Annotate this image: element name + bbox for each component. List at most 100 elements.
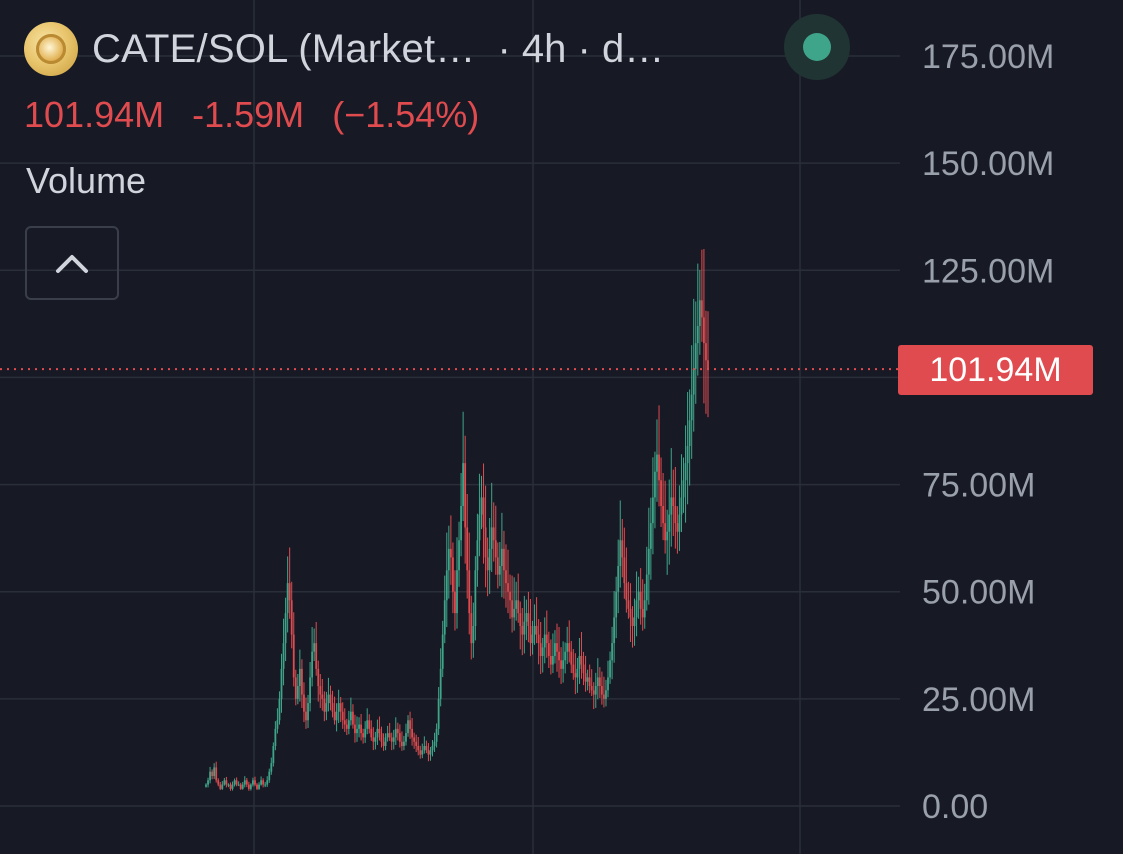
candle-down	[621, 540, 624, 558]
candle-up	[533, 626, 536, 635]
candle-up	[682, 480, 685, 498]
candle-down	[600, 686, 603, 695]
candle-up	[586, 677, 589, 682]
y-axis-tick-label: 75.00M	[922, 467, 1035, 505]
candle-up	[596, 677, 599, 686]
candle-up	[376, 728, 379, 738]
candle-down	[590, 686, 593, 691]
candle-up	[637, 591, 640, 601]
candle-down	[427, 750, 430, 755]
symbol-row[interactable]: CATE/SOL (Market… · 4h · d…	[24, 18, 904, 80]
candle-down	[592, 690, 595, 695]
candle-up	[358, 724, 360, 729]
candle-up	[564, 651, 567, 661]
candle-down	[409, 720, 411, 729]
candle-up	[643, 600, 646, 618]
candle-down	[378, 728, 381, 734]
candle-down	[382, 741, 385, 746]
candle-down	[676, 523, 679, 532]
candle-down	[639, 591, 642, 609]
candle-down	[505, 570, 507, 584]
candle-up	[515, 600, 518, 609]
candle-down	[658, 454, 660, 481]
candle-up	[405, 733, 407, 742]
volume-indicator-label[interactable]: Volume	[26, 160, 147, 201]
candle-up	[462, 463, 465, 506]
candle-up	[264, 784, 267, 786]
candle-up	[490, 527, 493, 549]
candle-up	[327, 694, 330, 704]
candle-down	[294, 677, 297, 699]
chart-grid	[0, 0, 900, 854]
candle-down	[245, 780, 248, 785]
candle-up	[645, 574, 648, 601]
y-axis-tick-label: 50.00M	[922, 574, 1035, 612]
candlestick-series	[205, 249, 709, 791]
candle-up	[541, 647, 544, 656]
candle-up	[692, 368, 695, 395]
symbol-title[interactable]: CATE/SOL (Market…	[92, 26, 476, 71]
candle-down	[558, 651, 560, 661]
candle-up	[500, 548, 503, 566]
candle-down	[660, 480, 662, 506]
candle-up	[523, 621, 526, 635]
candle-down	[372, 737, 375, 742]
candle-up	[278, 698, 281, 721]
candle-up	[478, 514, 481, 541]
candle-down	[368, 720, 371, 729]
candle-down	[303, 694, 305, 712]
candle-up	[458, 540, 460, 571]
candle-down	[352, 711, 354, 725]
candle-down	[603, 694, 605, 699]
candle-down	[315, 643, 318, 669]
candle-up	[392, 737, 395, 742]
candle-up	[552, 656, 554, 665]
candle-down	[417, 746, 420, 751]
candle-down	[466, 527, 469, 571]
change-percent: (−1.54%)	[332, 94, 480, 135]
candle-up	[249, 784, 252, 789]
candle-down	[345, 724, 348, 729]
candle-down	[323, 698, 326, 712]
interval-label[interactable]: · 4h · d…	[497, 26, 665, 71]
candle-down	[290, 600, 293, 635]
candle-up	[298, 668, 301, 686]
last-price-tag: 101.94M	[898, 345, 1093, 395]
candle-up	[670, 497, 673, 515]
candle-down	[398, 733, 401, 742]
candle-down	[219, 784, 222, 789]
collapse-button[interactable]	[25, 226, 119, 300]
price-axis[interactable]: 175.00M 150.00M 125.00M 75.00M 50.00M 25.00M 0…	[922, 38, 1054, 826]
candle-up	[554, 643, 556, 656]
candle-down	[239, 784, 242, 789]
candle-up	[223, 780, 226, 785]
candle-down	[482, 497, 485, 528]
candle-up	[386, 733, 389, 738]
candle-up	[384, 737, 387, 746]
live-status-icon[interactable]	[784, 14, 850, 80]
candle-up	[337, 703, 340, 712]
candle-down	[390, 737, 393, 742]
candle-up	[680, 497, 683, 515]
candle-down	[454, 591, 456, 614]
candle-up	[543, 634, 546, 648]
candle-up	[609, 660, 611, 678]
candle-up	[498, 566, 501, 575]
candle-down	[631, 617, 634, 626]
candle-up	[207, 780, 209, 785]
candle-down	[672, 497, 675, 506]
candle-up	[578, 656, 581, 669]
price-change-row: 101.94M -1.59M (−1.54%)	[24, 94, 904, 136]
candle-up	[311, 651, 314, 678]
candle-up	[654, 471, 656, 498]
candle-up	[513, 608, 516, 618]
candle-down	[305, 711, 307, 721]
candle-down	[354, 724, 356, 734]
y-axis-tick-label: 150.00M	[922, 145, 1054, 183]
candle-down	[535, 626, 538, 635]
candle-down	[598, 677, 601, 686]
candle-down	[321, 694, 324, 699]
candle-up	[698, 300, 701, 326]
candle-down	[537, 634, 540, 644]
